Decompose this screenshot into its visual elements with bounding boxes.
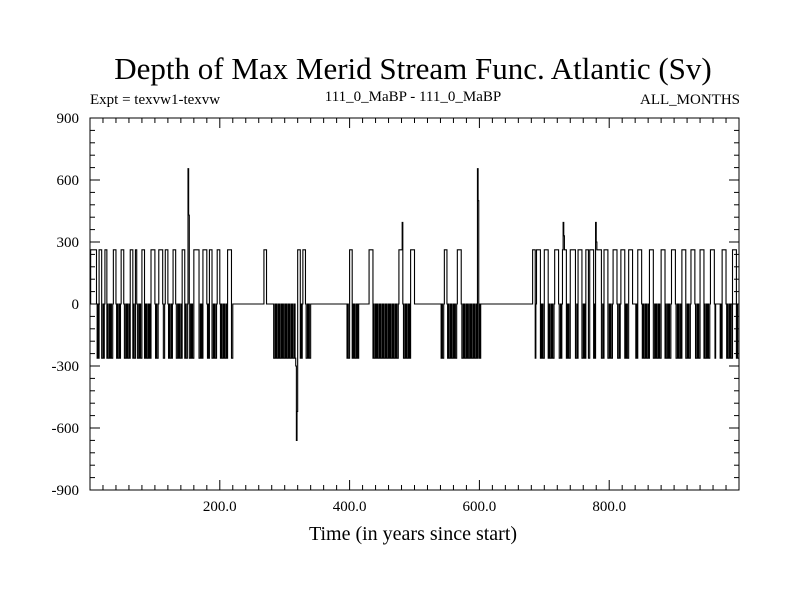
x-tick-label: 800.0	[592, 499, 626, 515]
axes: 200.0 400.0 600.0 800.0 -900 -600 -300 0 300 600 9…	[52, 111, 740, 515]
experiment-label: Expt = texvw1-texvw	[90, 92, 220, 108]
chart-title: Depth of Max Merid Stream Func. Atlantic…	[114, 51, 712, 86]
y-tick-label: 900	[57, 111, 80, 127]
period-label: 111_0_MaBP - 111_0_MaBP	[325, 89, 501, 105]
y-tick-label: 600	[57, 173, 80, 189]
x-tick-label: 200.0	[203, 499, 237, 515]
y-tick-label: 0	[72, 297, 80, 313]
plot-area	[90, 168, 739, 441]
y-tick-label: 300	[57, 235, 80, 251]
x-tick-label: 600.0	[463, 499, 497, 515]
y-tick-label: -600	[52, 421, 80, 437]
x-tick-label: 400.0	[333, 499, 367, 515]
months-label: ALL_MONTHS	[640, 92, 740, 108]
y-tick-label: -900	[52, 483, 80, 499]
series-line	[90, 168, 739, 441]
y-tick-label: -300	[52, 359, 80, 375]
x-axis-label: Time (in years since start)	[309, 523, 517, 545]
